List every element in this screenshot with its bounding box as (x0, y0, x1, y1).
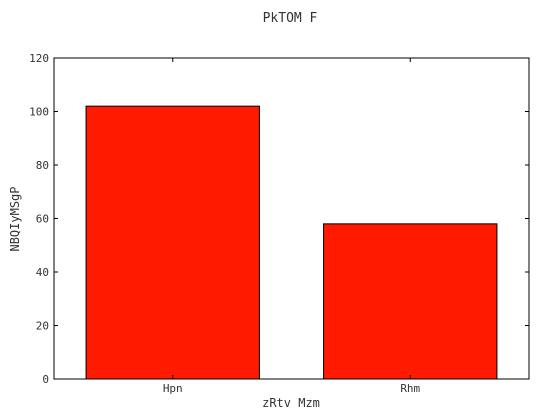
y-tick-label: 40 (36, 266, 49, 279)
chart-title: PkTOM F (263, 11, 318, 26)
y-tick-label: 60 (36, 213, 49, 226)
y-tick-label: 20 (36, 320, 49, 333)
plot-area: Hpn Rhm 0 20 40 60 80 100 120 (29, 52, 530, 395)
y-tick-label: 100 (29, 106, 49, 119)
x-tick-label: Hpn (163, 382, 183, 395)
bar-hpn (85, 105, 260, 380)
x-axis-label: zRtv Mzm (262, 396, 320, 410)
y-axis-label: NBQIyMSgP (8, 186, 22, 251)
bar-rhm (323, 223, 498, 380)
x-tick-label: Rhm (400, 382, 420, 395)
axes-frame (53, 57, 530, 380)
y-tick-label: 0 (42, 373, 49, 386)
y-tick-label: 120 (29, 52, 49, 65)
y-tick-label: 80 (36, 159, 49, 172)
